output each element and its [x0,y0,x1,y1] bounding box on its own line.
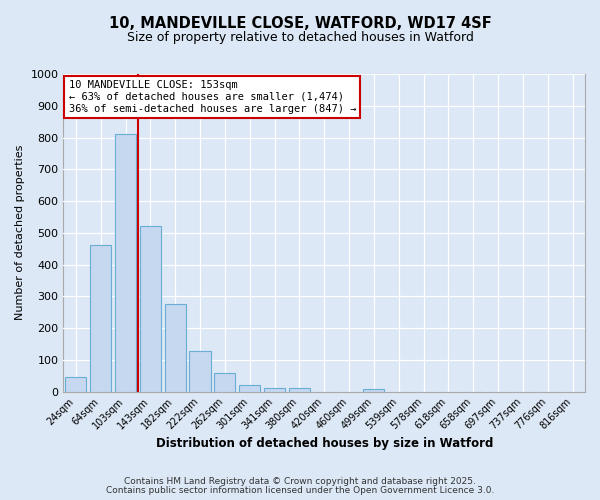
Text: 10 MANDEVILLE CLOSE: 153sqm
← 63% of detached houses are smaller (1,474)
36% of : 10 MANDEVILLE CLOSE: 153sqm ← 63% of det… [68,80,356,114]
Bar [90,246,111,392]
Bar [65,376,86,392]
Bar [190,351,211,392]
Text: Size of property relative to detached houses in Watford: Size of property relative to detached ho… [127,31,473,44]
Bar [214,373,235,392]
Text: 10, MANDEVILLE CLOSE, WATFORD, WD17 4SF: 10, MANDEVILLE CLOSE, WATFORD, WD17 4SF [109,16,491,31]
X-axis label: Distribution of detached houses by size in Watford: Distribution of detached houses by size … [155,437,493,450]
Bar [164,304,186,392]
Bar [239,384,260,392]
Bar [140,226,161,392]
Text: Contains public sector information licensed under the Open Government Licence 3.: Contains public sector information licen… [106,486,494,495]
Bar [364,389,385,392]
Bar [264,388,285,392]
Text: Contains HM Land Registry data © Crown copyright and database right 2025.: Contains HM Land Registry data © Crown c… [124,477,476,486]
Bar [289,388,310,392]
Bar [115,134,136,392]
Y-axis label: Number of detached properties: Number of detached properties [15,145,25,320]
